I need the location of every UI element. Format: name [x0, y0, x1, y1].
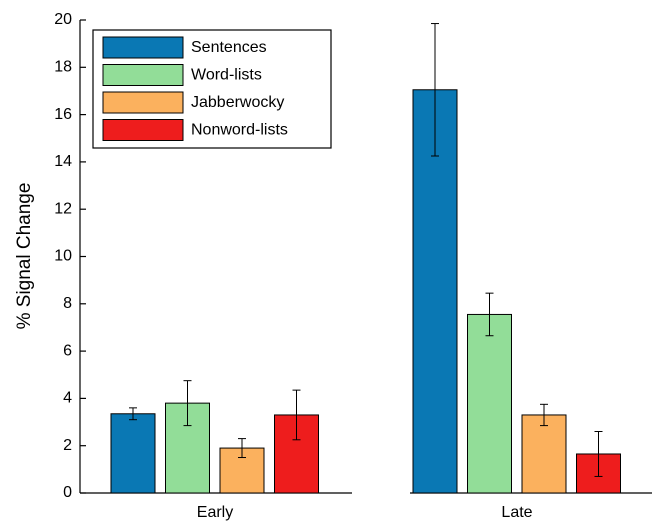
- legend-label: Word-lists: [191, 67, 262, 84]
- legend-label: Sentences: [191, 39, 267, 56]
- y-tick-label: 10: [54, 248, 72, 265]
- y-tick-label: 6: [63, 342, 72, 359]
- legend-swatch: [102, 64, 184, 86]
- legend-label: Nonword-lists: [191, 122, 288, 139]
- legend-swatch: [102, 91, 184, 114]
- legend-label: Jabberwocky: [191, 94, 284, 111]
- bar: [412, 89, 458, 494]
- error-bar: [431, 23, 439, 157]
- x-tick-label: Late: [501, 504, 532, 521]
- error-bar: [129, 407, 137, 421]
- error-bar: [485, 292, 494, 337]
- bar: [521, 414, 567, 494]
- y-tick-label: 18: [54, 59, 72, 76]
- y-tick-label: 0: [63, 484, 72, 501]
- error-bar: [183, 380, 192, 427]
- y-tick-label: 16: [54, 106, 72, 123]
- error-bar: [540, 403, 548, 427]
- x-tick-label: Early: [197, 504, 233, 521]
- error-bar: [292, 389, 301, 441]
- legend-swatch: [102, 36, 184, 59]
- y-tick-label: 12: [54, 200, 72, 217]
- y-tick-label: 8: [63, 295, 72, 312]
- error-bar: [238, 438, 246, 459]
- bar: [467, 313, 512, 494]
- y-tick-label: 4: [63, 390, 72, 407]
- legend-swatch: [102, 119, 184, 141]
- error-bar: [594, 431, 603, 477]
- bar: [110, 413, 156, 494]
- y-tick-label: 14: [54, 153, 72, 170]
- y-tick-label: 2: [63, 437, 72, 454]
- y-axis-label: % Signal Change: [14, 183, 35, 330]
- y-tick-label: 20: [54, 11, 72, 28]
